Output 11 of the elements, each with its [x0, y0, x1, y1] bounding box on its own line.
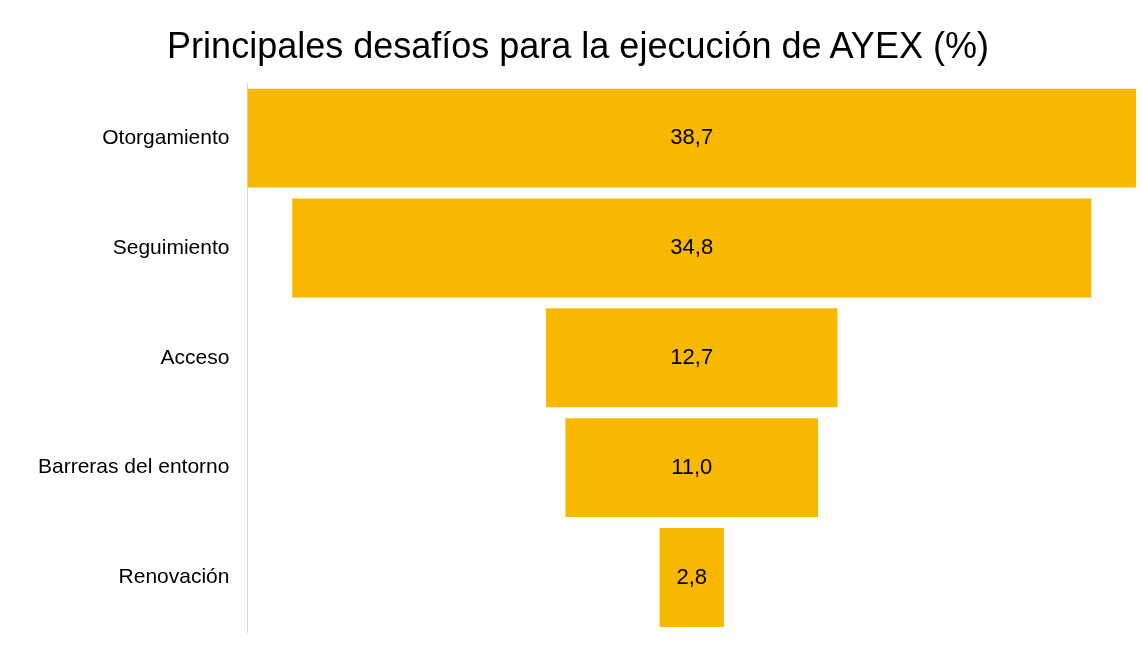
category-label: Seguimiento — [112, 234, 230, 258]
category-label: Renovación — [118, 564, 230, 588]
data-label: 38,7 — [670, 124, 714, 150]
category-label: Otorgamiento — [102, 124, 230, 148]
data-label: 34,8 — [670, 234, 714, 260]
text: Principales desafíos para la ejecución de AYEX (%) — [167, 24, 989, 66]
category-label: Acceso — [160, 344, 230, 368]
data-label: 2,8 — [676, 563, 708, 589]
data-label: 11,0 — [671, 453, 713, 479]
data-label: 12,7 — [670, 343, 714, 369]
category-label: Barreras del entorno — [37, 454, 230, 478]
